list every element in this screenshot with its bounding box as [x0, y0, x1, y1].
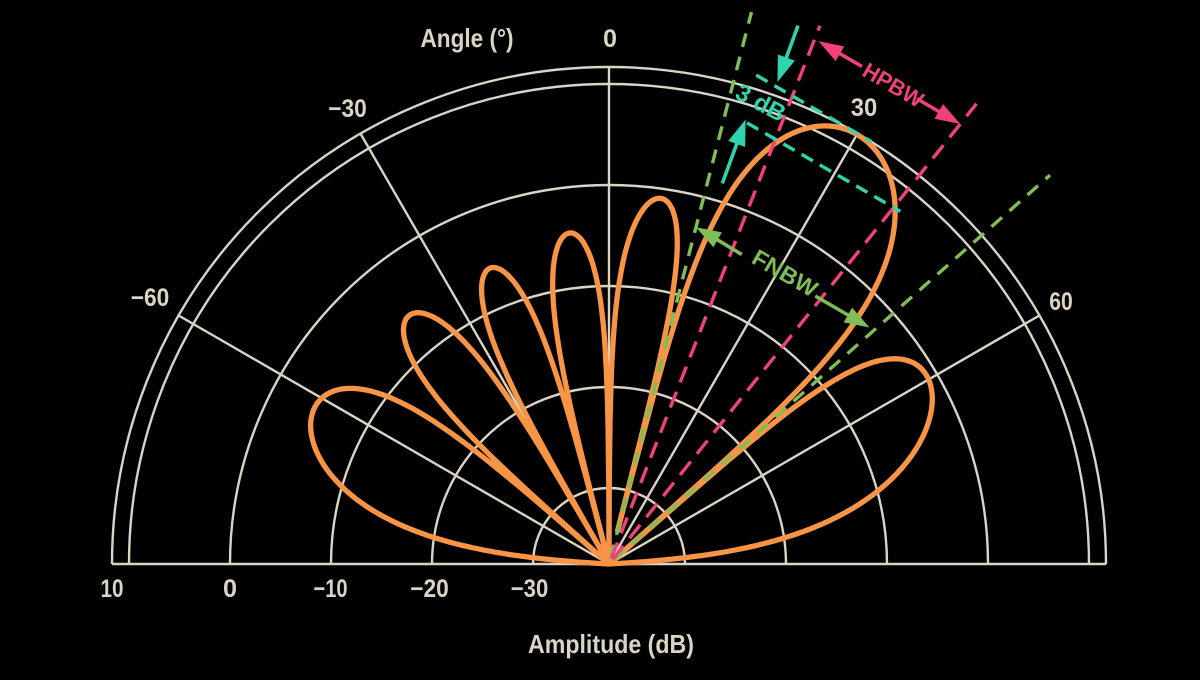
- svg-text:−20: −20: [410, 575, 449, 603]
- svg-text:60: 60: [1049, 288, 1073, 316]
- svg-text:Angle (°): Angle (°): [421, 23, 514, 53]
- svg-text:−60: −60: [131, 284, 170, 312]
- svg-text:−30: −30: [328, 95, 367, 123]
- svg-text:30: 30: [851, 94, 878, 122]
- svg-text:Amplitude (dB): Amplitude (dB): [528, 629, 694, 659]
- svg-text:10: 10: [101, 575, 124, 603]
- svg-text:−10: −10: [314, 575, 348, 603]
- svg-text:0: 0: [603, 25, 617, 53]
- svg-text:0: 0: [223, 575, 237, 603]
- svg-text:−30: −30: [511, 575, 549, 603]
